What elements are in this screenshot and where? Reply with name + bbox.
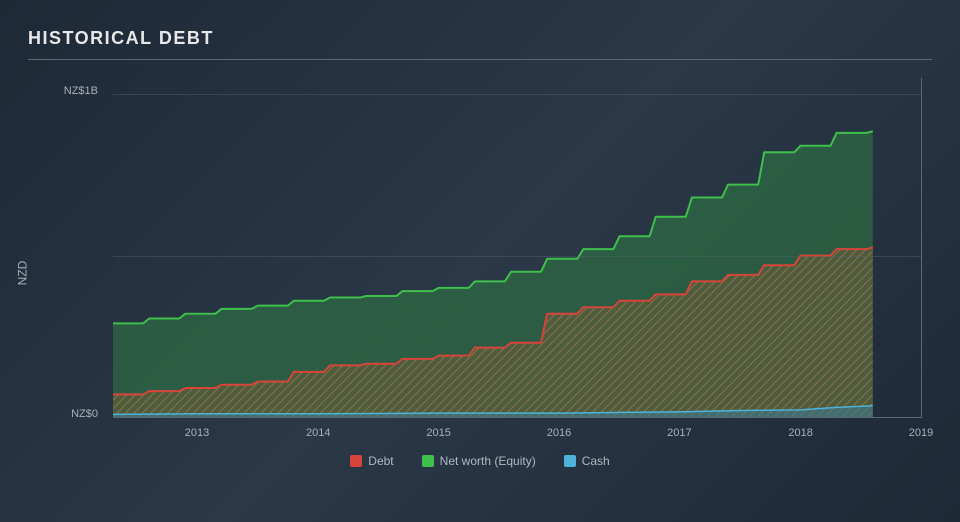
area-svg (113, 78, 921, 417)
x-tick: 2016 (547, 427, 571, 439)
x-tick: 2013 (185, 427, 209, 439)
legend-item-debt: Debt (350, 454, 393, 468)
y-tick-top: NZ$1B (38, 85, 98, 97)
chart-area: NZD NZ$1B NZ$0 2013 2014 2015 2016 2017 … (28, 78, 932, 468)
x-tick: 2017 (667, 427, 691, 439)
gridline (113, 256, 921, 257)
x-tick: 2019 (909, 427, 933, 439)
gridline (113, 94, 921, 95)
legend-item-equity: Net worth (Equity) (422, 454, 536, 468)
legend-swatch (422, 455, 434, 467)
plot-region: 2013 2014 2015 2016 2017 2018 2019 (113, 78, 922, 418)
y-axis-label: NZD (15, 261, 29, 286)
legend-label: Debt (368, 454, 393, 468)
legend-swatch (564, 455, 576, 467)
legend-label: Cash (582, 454, 610, 468)
x-tick: 2015 (426, 427, 450, 439)
legend-label: Net worth (Equity) (440, 454, 536, 468)
x-tick: 2014 (306, 427, 330, 439)
y-tick-bottom: NZ$0 (38, 408, 98, 420)
x-tick: 2018 (788, 427, 812, 439)
chart-title: HISTORICAL DEBT (28, 28, 932, 60)
legend-swatch (350, 455, 362, 467)
legend-item-cash: Cash (564, 454, 610, 468)
legend: Debt Net worth (Equity) Cash (28, 454, 932, 468)
